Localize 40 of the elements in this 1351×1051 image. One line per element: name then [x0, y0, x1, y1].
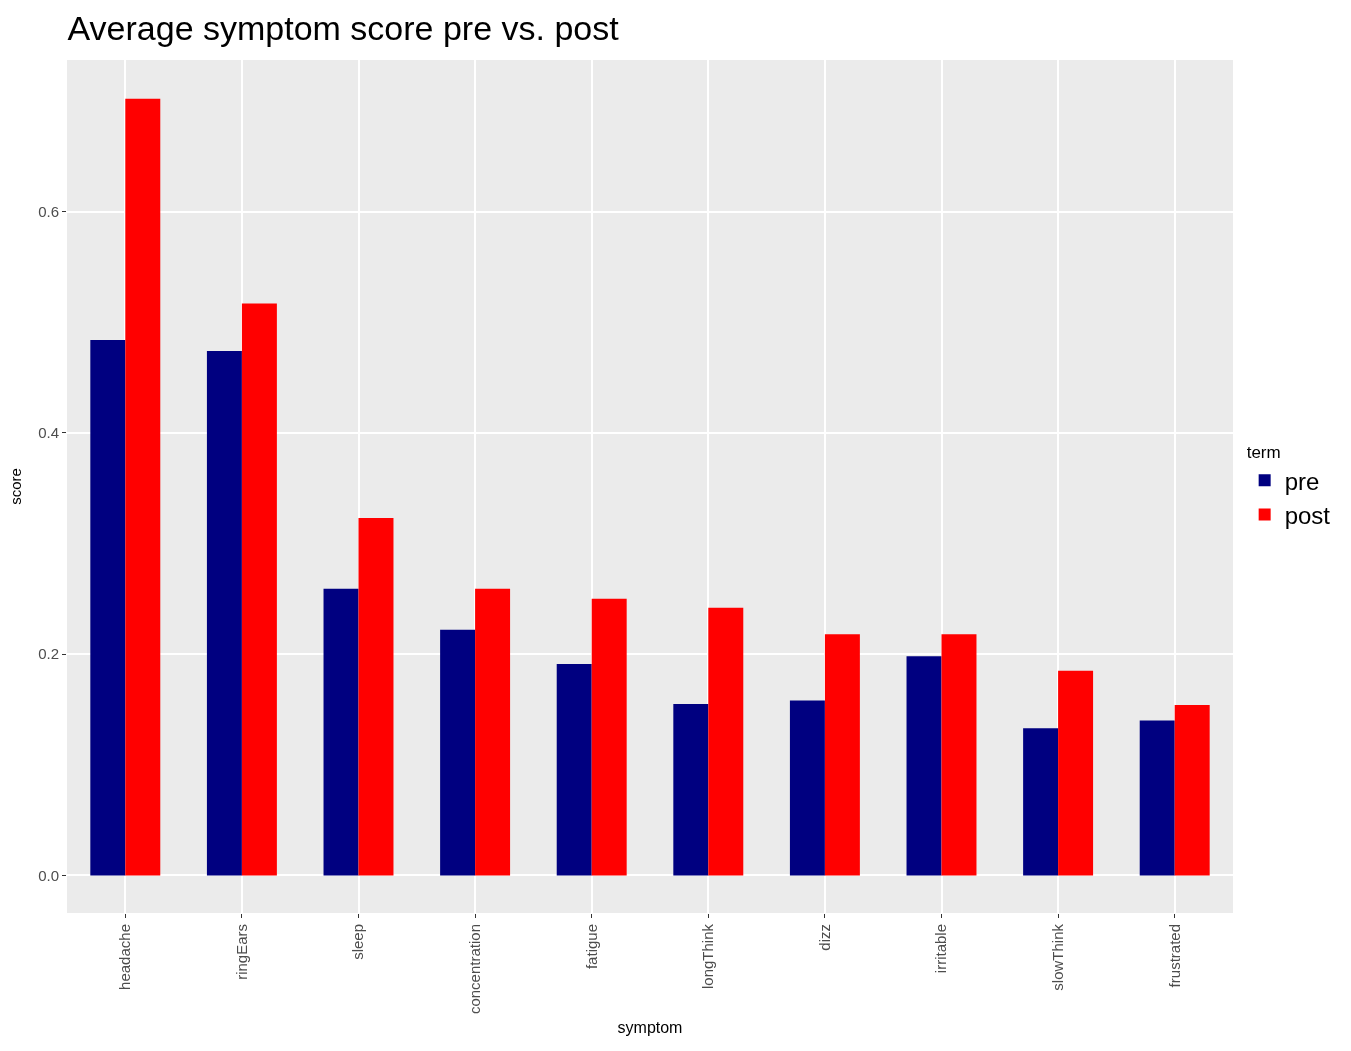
bar: [824, 634, 860, 876]
bar: [1139, 720, 1175, 876]
bar: [323, 588, 359, 876]
bar: [440, 629, 476, 876]
y-tick-label: 0.0: [38, 866, 59, 884]
y-tick-label: 0.2: [38, 645, 59, 663]
bar: [673, 703, 709, 876]
x-tick-label: sleep: [349, 924, 367, 960]
x-tick-label: concentration: [465, 924, 483, 1015]
x-tick-label: irritable: [932, 924, 950, 974]
bar: [941, 634, 977, 876]
bar: [556, 664, 592, 876]
legend-label: post: [1284, 501, 1331, 529]
bar: [206, 350, 242, 876]
bar: [125, 98, 161, 876]
x-tick-label: ringEars: [232, 924, 250, 980]
x-tick-label: dizz: [815, 924, 833, 951]
chart-title: Average symptom score pre vs. post: [67, 8, 620, 47]
bar: [1174, 705, 1210, 876]
bar: [591, 598, 627, 876]
x-tick-label: slowThink: [1048, 923, 1066, 991]
bar: [789, 700, 825, 876]
bar: [90, 339, 126, 876]
legend-label: pre: [1284, 467, 1320, 495]
x-tick-label: frustrated: [1165, 924, 1183, 988]
y-tick-label: 0.4: [38, 424, 59, 442]
y-axis-title: score: [7, 468, 25, 505]
legend-title: term: [1246, 443, 1281, 463]
bar: [475, 588, 511, 876]
x-axis-title: symptom: [617, 1018, 683, 1036]
x-tick-label: fatigue: [582, 924, 600, 970]
bar: [358, 518, 394, 876]
bar: [708, 607, 744, 876]
bar: [906, 656, 942, 876]
bar: [241, 303, 277, 876]
y-tick-label: 0.6: [38, 202, 59, 220]
bar: [1058, 670, 1094, 876]
bar: [1023, 728, 1059, 876]
x-tick-label: headache: [116, 924, 134, 990]
x-tick-label: longThink: [699, 923, 717, 990]
